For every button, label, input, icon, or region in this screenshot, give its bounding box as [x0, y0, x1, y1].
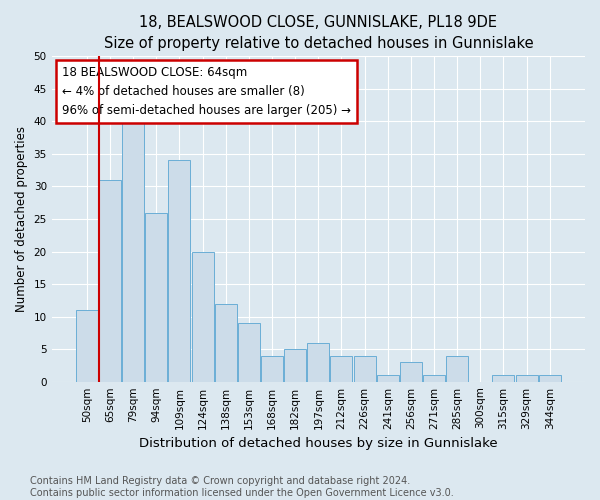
- Bar: [76, 310, 98, 382]
- Bar: [515, 375, 538, 382]
- Bar: [284, 349, 306, 382]
- Bar: [99, 180, 121, 382]
- Bar: [423, 375, 445, 382]
- Title: 18, BEALSWOOD CLOSE, GUNNISLAKE, PL18 9DE
Size of property relative to detached : 18, BEALSWOOD CLOSE, GUNNISLAKE, PL18 9D…: [104, 15, 533, 51]
- Text: 18 BEALSWOOD CLOSE: 64sqm
← 4% of detached houses are smaller (8)
96% of semi-de: 18 BEALSWOOD CLOSE: 64sqm ← 4% of detach…: [62, 66, 352, 117]
- Bar: [539, 375, 561, 382]
- Bar: [493, 375, 514, 382]
- Bar: [122, 115, 144, 382]
- Bar: [377, 375, 399, 382]
- X-axis label: Distribution of detached houses by size in Gunnislake: Distribution of detached houses by size …: [139, 437, 497, 450]
- Bar: [400, 362, 422, 382]
- Text: Contains HM Land Registry data © Crown copyright and database right 2024.
Contai: Contains HM Land Registry data © Crown c…: [30, 476, 454, 498]
- Bar: [307, 342, 329, 382]
- Bar: [331, 356, 352, 382]
- Bar: [145, 212, 167, 382]
- Bar: [169, 160, 190, 382]
- Bar: [215, 304, 237, 382]
- Bar: [191, 252, 214, 382]
- Bar: [261, 356, 283, 382]
- Bar: [353, 356, 376, 382]
- Bar: [238, 323, 260, 382]
- Y-axis label: Number of detached properties: Number of detached properties: [15, 126, 28, 312]
- Bar: [446, 356, 468, 382]
